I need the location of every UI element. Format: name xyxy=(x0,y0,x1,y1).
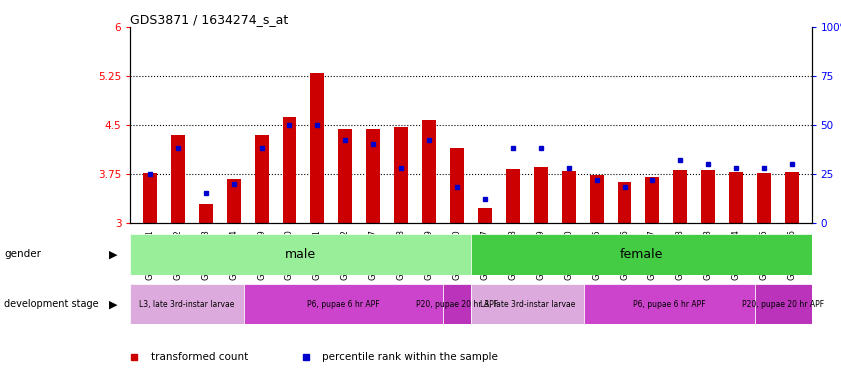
Text: L3, late 3rd-instar larvae: L3, late 3rd-instar larvae xyxy=(140,300,235,309)
Bar xyxy=(130,284,244,324)
Text: P20, pupae 20 hr APF: P20, pupae 20 hr APF xyxy=(742,300,824,309)
Bar xyxy=(310,73,325,223)
Text: P20, pupae 20 hr APF: P20, pupae 20 hr APF xyxy=(415,300,498,309)
Text: L3, late 3rd-instar larvae: L3, late 3rd-instar larvae xyxy=(480,300,575,309)
Bar xyxy=(645,177,659,223)
Text: P6, pupae 6 hr APF: P6, pupae 6 hr APF xyxy=(633,300,706,309)
Bar xyxy=(505,169,520,223)
Bar xyxy=(701,170,715,223)
Bar xyxy=(442,284,471,324)
Text: ▶: ▶ xyxy=(109,249,118,260)
Bar xyxy=(754,284,812,324)
Bar xyxy=(283,117,297,223)
Bar xyxy=(130,234,471,275)
Bar xyxy=(422,120,436,223)
Bar xyxy=(674,170,687,223)
Text: transformed count: transformed count xyxy=(151,352,248,362)
Text: male: male xyxy=(285,248,316,261)
Bar xyxy=(471,234,812,275)
Text: female: female xyxy=(620,248,663,261)
Bar xyxy=(471,284,584,324)
Bar xyxy=(590,175,604,223)
Bar xyxy=(367,129,380,223)
Text: development stage: development stage xyxy=(4,299,99,310)
Bar xyxy=(617,182,632,223)
Bar xyxy=(584,284,754,324)
Text: GDS3871 / 1634274_s_at: GDS3871 / 1634274_s_at xyxy=(130,13,288,26)
Text: percentile rank within the sample: percentile rank within the sample xyxy=(322,352,499,362)
Text: ▶: ▶ xyxy=(109,299,118,310)
Bar xyxy=(729,172,743,223)
Bar xyxy=(143,173,157,223)
Bar xyxy=(450,147,464,223)
Bar xyxy=(198,204,213,223)
Bar xyxy=(227,179,241,223)
Bar xyxy=(171,135,185,223)
Bar xyxy=(534,167,547,223)
Bar xyxy=(478,209,492,223)
Bar xyxy=(394,127,408,223)
Text: P6, pupae 6 hr APF: P6, pupae 6 hr APF xyxy=(307,300,379,309)
Text: gender: gender xyxy=(4,249,41,260)
Bar xyxy=(255,135,268,223)
Bar xyxy=(338,129,352,223)
Bar xyxy=(244,284,442,324)
Bar xyxy=(562,171,575,223)
Bar xyxy=(785,172,799,223)
Bar xyxy=(757,173,771,223)
